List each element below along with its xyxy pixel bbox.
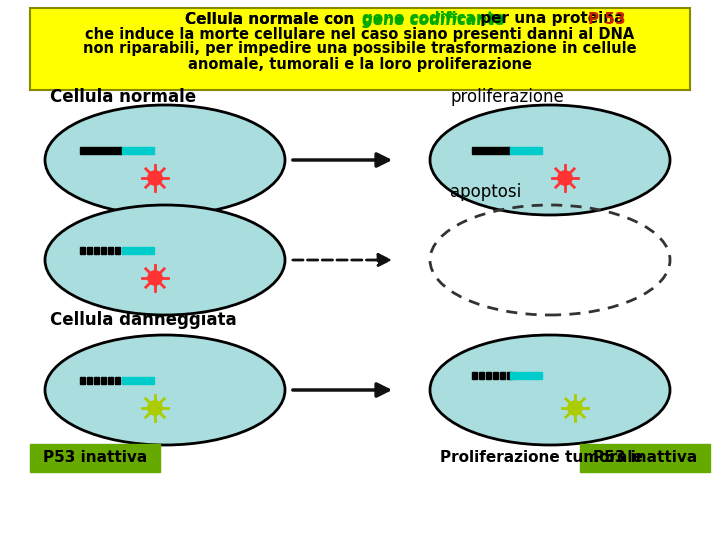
- Text: Cellula normale con: Cellula normale con: [185, 12, 360, 28]
- Bar: [94, 376, 99, 383]
- Text: gene codificante: gene codificante: [362, 12, 505, 28]
- Bar: [122, 146, 154, 153]
- Text: Proliferazione tumorale: Proliferazione tumorale: [440, 450, 643, 465]
- Text: gene codificante: gene codificante: [362, 11, 505, 26]
- Text: per una proteina: per una proteina: [475, 11, 630, 26]
- Bar: [115, 246, 120, 253]
- Bar: [507, 372, 512, 379]
- Text: Cellula danneggiata: Cellula danneggiata: [50, 311, 237, 329]
- Text: che induce la morte cellulare nel caso siano presenti danni al DNA: che induce la morte cellulare nel caso s…: [86, 26, 634, 42]
- Bar: [486, 372, 491, 379]
- Bar: [472, 146, 510, 153]
- Ellipse shape: [45, 205, 285, 315]
- Text: P53 inattiva: P53 inattiva: [593, 450, 697, 465]
- Circle shape: [148, 401, 162, 415]
- Ellipse shape: [45, 105, 285, 215]
- Text: P53 inattiva: P53 inattiva: [43, 450, 147, 465]
- Circle shape: [148, 171, 162, 185]
- Bar: [87, 376, 92, 383]
- Bar: [122, 246, 154, 253]
- Bar: [101, 246, 106, 253]
- Circle shape: [568, 401, 582, 415]
- Text: Cellula normale: Cellula normale: [50, 88, 196, 106]
- Text: apoptosi: apoptosi: [450, 183, 521, 201]
- Bar: [80, 146, 122, 153]
- FancyBboxPatch shape: [30, 8, 690, 90]
- Bar: [108, 246, 113, 253]
- Bar: [500, 372, 505, 379]
- Bar: [493, 372, 498, 379]
- FancyBboxPatch shape: [30, 444, 160, 472]
- Bar: [115, 376, 120, 383]
- Bar: [510, 372, 542, 379]
- Bar: [510, 146, 542, 153]
- Bar: [479, 372, 484, 379]
- Bar: [94, 246, 99, 253]
- Circle shape: [558, 171, 572, 185]
- Bar: [122, 376, 154, 383]
- Bar: [108, 376, 113, 383]
- Text: P 53: P 53: [588, 11, 626, 26]
- Text: Cellula normale con: Cellula normale con: [185, 11, 360, 26]
- Text: proliferazione: proliferazione: [450, 88, 564, 106]
- Ellipse shape: [430, 335, 670, 445]
- Bar: [101, 376, 106, 383]
- Text: anomale, tumorali e la loro proliferazione: anomale, tumorali e la loro proliferazio…: [188, 57, 532, 71]
- Bar: [80, 246, 85, 253]
- Ellipse shape: [45, 335, 285, 445]
- Ellipse shape: [430, 105, 670, 215]
- Text: non riparabili, per impedire una possibile trasformazione in cellule: non riparabili, per impedire una possibi…: [84, 42, 636, 57]
- Bar: [472, 372, 477, 379]
- FancyBboxPatch shape: [580, 444, 710, 472]
- Bar: [80, 376, 85, 383]
- Circle shape: [148, 271, 162, 285]
- Bar: [87, 246, 92, 253]
